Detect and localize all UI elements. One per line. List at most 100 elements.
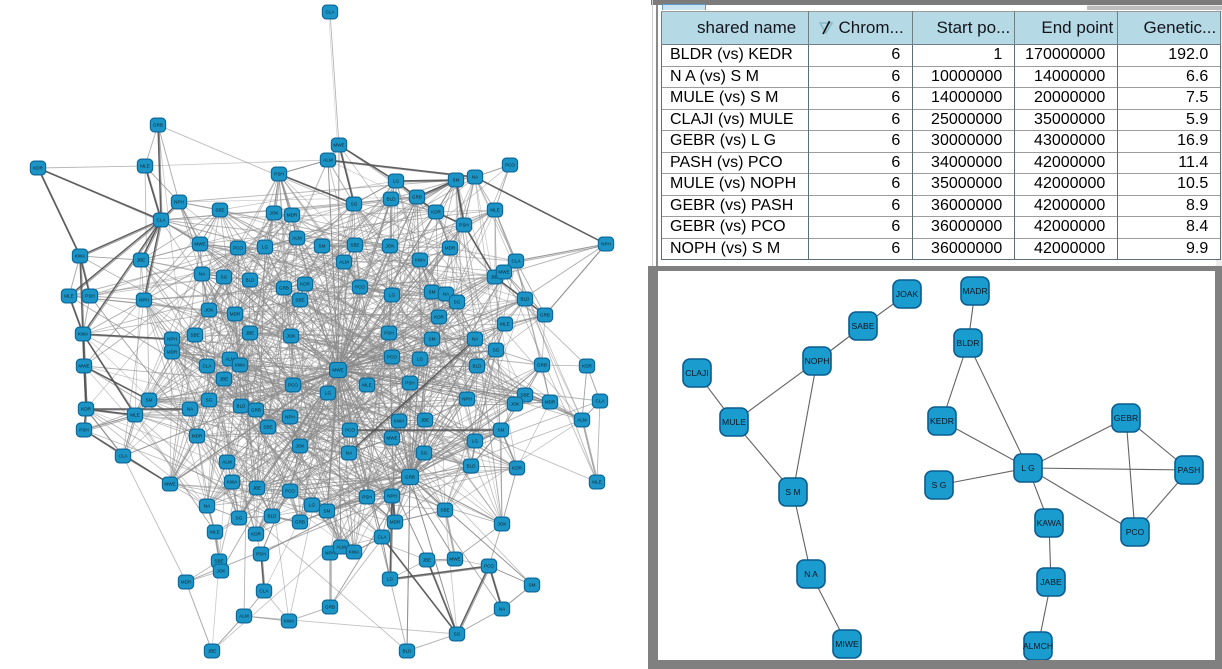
svg-text:PSH: PSH: [256, 552, 265, 557]
svg-text:CLA: CLA: [512, 259, 522, 264]
svg-text:SBE: SBE: [520, 393, 529, 398]
svg-text:CLA: CLA: [596, 399, 606, 404]
svg-text:GEBR: GEBR: [1114, 413, 1138, 423]
svg-text:MDR: MDR: [545, 400, 556, 405]
svg-text:PSH: PSH: [405, 381, 414, 386]
svg-text:SM: SM: [319, 244, 326, 249]
svg-text:NA: NA: [187, 407, 194, 412]
svg-text:MDR: MDR: [287, 213, 298, 218]
svg-text:GRB: GRB: [295, 520, 305, 525]
svg-text:JBE: JBE: [253, 486, 261, 491]
svg-text:BLD: BLD: [403, 649, 413, 654]
svg-text:SM: SM: [324, 509, 331, 514]
svg-text:JBE: JBE: [491, 275, 499, 280]
svg-text:GRB: GRB: [540, 313, 550, 318]
svg-text:SBE: SBE: [440, 508, 449, 513]
svg-text:MDR: MDR: [167, 350, 178, 355]
svg-text:SG: SG: [421, 451, 428, 456]
svg-text:S G: S G: [932, 480, 947, 490]
svg-text:PSH: PSH: [85, 294, 94, 299]
svg-text:NA: NA: [472, 175, 479, 180]
svg-text:BLD: BLD: [467, 464, 477, 469]
svg-text:MWE: MWE: [498, 270, 509, 275]
svg-text:LG: LG: [309, 503, 316, 508]
svg-text:NOPH: NOPH: [805, 356, 830, 366]
svg-text:PCO: PCO: [505, 163, 515, 168]
svg-text:SM: SM: [146, 398, 153, 403]
svg-text:LG: LG: [325, 391, 332, 396]
svg-text:SBE: SBE: [295, 298, 304, 303]
svg-text:SBE: SBE: [350, 243, 359, 248]
svg-text:MWE: MWE: [164, 482, 175, 487]
svg-text:NPH: NPH: [167, 337, 177, 342]
svg-text:JOK: JOK: [217, 569, 227, 574]
svg-text:JOK: JOK: [296, 444, 306, 449]
svg-text:GRB: GRB: [537, 363, 547, 368]
svg-text:LG: LG: [262, 245, 269, 250]
svg-text:ALM: ALM: [239, 614, 249, 619]
svg-text:MWE: MWE: [332, 368, 343, 373]
svg-text:SG: SG: [221, 275, 228, 280]
svg-text:KDR: KDR: [582, 364, 592, 369]
svg-text:PSH: PSH: [79, 428, 88, 433]
svg-text:JOK: JOK: [270, 211, 280, 216]
svg-text:CLA: CLA: [326, 10, 336, 15]
svg-text:BLD: BLD: [473, 364, 483, 369]
svg-text:JBE: JBE: [137, 258, 145, 263]
svg-text:MDR: MDR: [390, 520, 401, 525]
svg-text:KWA: KWA: [415, 258, 426, 263]
svg-text:CLAJI: CLAJI: [685, 368, 708, 378]
svg-text:KDR: KDR: [300, 282, 310, 287]
svg-text:KEDR: KEDR: [930, 416, 954, 426]
svg-text:LG: LG: [472, 439, 479, 444]
svg-text:NA: NA: [199, 272, 206, 277]
svg-text:MLE: MLE: [210, 530, 219, 535]
svg-text:SG: SG: [206, 398, 213, 403]
svg-text:ALM: ALM: [336, 545, 346, 550]
svg-text:GRB: GRB: [279, 286, 289, 291]
svg-text:SABE: SABE: [852, 321, 875, 331]
svg-text:SG: SG: [236, 516, 243, 521]
svg-text:MWE: MWE: [333, 143, 344, 148]
svg-text:BLD: BLD: [246, 278, 256, 283]
svg-text:BLD: BLD: [387, 197, 397, 202]
svg-text:GRB: GRB: [325, 605, 335, 610]
svg-text:SM: SM: [529, 583, 536, 588]
svg-text:CLA: CLA: [119, 454, 129, 459]
svg-text:ALM: ALM: [292, 236, 302, 241]
svg-text:JOK: JOK: [287, 334, 297, 339]
svg-text:PCO: PCO: [484, 564, 494, 569]
svg-text:N A: N A: [804, 569, 818, 579]
svg-text:KWA: KWA: [227, 480, 238, 485]
svg-text:NPH: NPH: [601, 242, 611, 247]
svg-text:MLE: MLE: [490, 208, 499, 213]
svg-text:NPH: NPH: [325, 551, 335, 556]
svg-text:MLE: MLE: [140, 164, 149, 169]
svg-text:MLE: MLE: [592, 480, 601, 485]
svg-text:MADR: MADR: [962, 286, 987, 296]
svg-text:JBE: JBE: [208, 649, 216, 654]
svg-text:JOAK: JOAK: [896, 289, 919, 299]
svg-text:SM: SM: [453, 178, 460, 183]
svg-text:PCO: PCO: [387, 355, 397, 360]
svg-text:CLA: CLA: [157, 218, 167, 223]
svg-text:KDR: KDR: [431, 210, 441, 215]
svg-text:NA: NA: [346, 451, 353, 456]
svg-text:LG: LG: [393, 179, 400, 184]
svg-text:SG: SG: [454, 300, 461, 305]
svg-text:NA: NA: [443, 292, 450, 297]
svg-text:PCO: PCO: [1126, 527, 1145, 537]
svg-text:MWE: MWE: [194, 242, 205, 247]
svg-text:PCO: PCO: [345, 428, 355, 433]
svg-text:JOK: JOK: [511, 402, 521, 407]
svg-text:MDR: MDR: [445, 246, 456, 251]
svg-text:KDR: KDR: [33, 166, 43, 171]
svg-text:PSH: PSH: [459, 223, 468, 228]
svg-text:BLDR: BLDR: [957, 338, 980, 348]
svg-text:KWA: KWA: [78, 332, 89, 337]
svg-text:SBE: SBE: [190, 333, 199, 338]
svg-text:JABE: JABE: [1040, 577, 1062, 587]
svg-text:NPH: NPH: [462, 397, 472, 402]
svg-text:JOK: JOK: [498, 522, 508, 527]
svg-text:JBE: JBE: [421, 418, 429, 423]
